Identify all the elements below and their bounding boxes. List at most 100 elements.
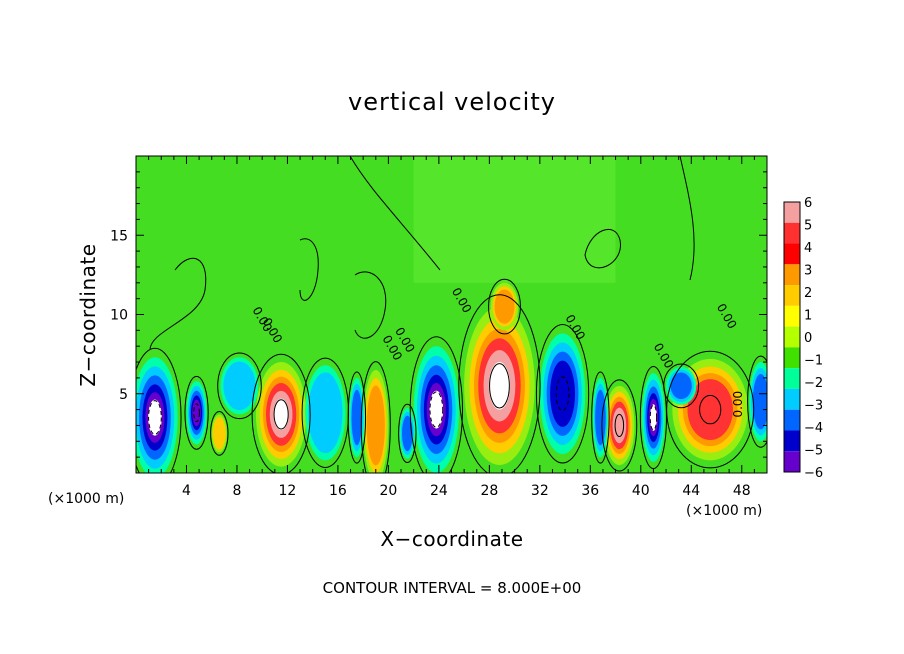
- x-axis-label-text: X−coordinate: [380, 527, 524, 551]
- downdraft-cell-9: [220, 357, 259, 415]
- updraft-cell-5: [490, 282, 519, 331]
- downdraft-cell-18: [666, 366, 697, 405]
- colorbar-label-0: 6: [804, 196, 812, 211]
- x-tick-label-4: 4: [182, 483, 191, 499]
- colorbar-swatch-11: [784, 430, 800, 452]
- updraft-cell-2: [363, 369, 389, 473]
- heatmap-upper-light-field: [413, 156, 616, 283]
- colorbar-frame: [783, 201, 801, 473]
- downdraft-cell-14: [539, 333, 586, 454]
- colorbar-swatch-3: [784, 264, 800, 286]
- contour-label-6: 0.00: [731, 391, 745, 418]
- colorbar-swatch-12: [784, 451, 800, 472]
- colorbar-swatch-9: [784, 388, 800, 410]
- downdraft-cell-10: [305, 365, 346, 461]
- colorbar-swatch-6: [784, 326, 800, 348]
- contour-line-upper-1: [679, 156, 695, 281]
- contour-line-zero-2: [360, 361, 391, 473]
- x-tick-label-48: 48: [733, 483, 751, 499]
- contour-line-zero-3: [601, 379, 638, 472]
- colorbar-swatch-4: [784, 285, 800, 306]
- x-tick-label-32: 32: [531, 483, 549, 499]
- contour-line-upper-0: [349, 156, 441, 271]
- contour-line-upper-5: [354, 271, 387, 339]
- colorbar-label-12: −6: [804, 466, 823, 481]
- downdraft-cell-11: [349, 377, 365, 458]
- updraft-cell-3: [604, 385, 635, 466]
- downdraft-cell-12: [413, 346, 460, 473]
- colorbar-label-10: −4: [804, 421, 823, 436]
- updraft-cell-1: [464, 306, 535, 466]
- contour-line-zero-6: [210, 411, 229, 456]
- colorbar-swatch-8: [784, 368, 800, 389]
- colorbar-label-6: 0: [804, 331, 812, 346]
- colorbar-label-9: −3: [804, 399, 823, 414]
- x-tick-label-36: 36: [581, 483, 599, 499]
- contour-line-core-14: [555, 376, 570, 412]
- contour-line-upper-4: [299, 238, 319, 301]
- contour-interval-note: CONTOUR INTERVAL = 8.000E+00: [322, 579, 582, 597]
- contour-line-zero-17: [747, 355, 767, 448]
- contour-line-zero-9: [217, 352, 262, 420]
- colorbar-swatch-10: [784, 409, 800, 431]
- downdraft-cell-13: [399, 408, 415, 459]
- colorbar-swatch-1: [784, 222, 800, 244]
- contour-line-zero-14: [535, 323, 590, 464]
- x-tick-label-24: 24: [430, 483, 448, 499]
- contour-line-zero-11: [347, 371, 367, 464]
- colorbar-swatch-2: [784, 243, 800, 265]
- colorbar-label-7: −1: [804, 354, 823, 369]
- downdraft-cell-15: [592, 377, 608, 458]
- contour-line-core-0: [273, 399, 289, 430]
- colorbar-label-4: 2: [804, 286, 812, 301]
- contour-line-core-8: [193, 403, 200, 423]
- x-tick-label-20: 20: [379, 483, 397, 499]
- contour-line-zero-12: [409, 336, 463, 473]
- contour-line-core-3: [614, 413, 625, 438]
- contour-line-core-7: [148, 400, 162, 435]
- contour-line-zero-7: [136, 347, 182, 473]
- colorbar-label-11: −5: [804, 444, 823, 459]
- colorbar-label-1: 5: [804, 219, 812, 234]
- downdraft-cell-8: [186, 381, 207, 445]
- downdraft-cell-17: [749, 362, 767, 442]
- updraft-cell-0: [255, 362, 307, 467]
- y-tick-label-10: 10: [110, 308, 128, 324]
- contour-line-zero-16: [639, 365, 667, 470]
- contour-line-zero-13: [398, 403, 417, 464]
- colorbar-label-3: 3: [804, 264, 812, 279]
- contour-line-upper-2: [149, 258, 207, 351]
- x-unit-right: (×1000 m): [686, 503, 763, 519]
- y-tick-label-5: 5: [119, 387, 128, 403]
- colorbar-swatch-5: [784, 305, 800, 327]
- contour-line-zero-1: [458, 294, 541, 473]
- colorbar-swatch-7: [784, 347, 800, 369]
- downdraft-cell-7: [136, 357, 178, 473]
- x-axis-label: X−coordinate: [0, 527, 904, 551]
- contour-line-zero-5: [488, 278, 521, 335]
- colorbar-label-8: −2: [804, 376, 823, 391]
- contour-line-core-12: [429, 391, 444, 428]
- x-tick-label-44: 44: [682, 483, 700, 499]
- chart-title: vertical velocity: [348, 88, 556, 116]
- y-tick-label-15: 15: [110, 228, 128, 244]
- contour-line-core-16: [649, 404, 658, 431]
- x-tick-label-28: 28: [480, 483, 498, 499]
- contour-line-zero-15: [591, 371, 610, 464]
- contour-line-zero-18: [663, 363, 700, 409]
- x-tick-label-16: 16: [329, 483, 347, 499]
- updraft-cell-6: [211, 414, 227, 453]
- contour-line-core-1: [489, 363, 510, 409]
- y-axis-label: Z−coordinate: [76, 243, 100, 387]
- contour-line-upper-3: [584, 228, 621, 269]
- x-tick-label-12: 12: [279, 483, 297, 499]
- colorbar-swatch-0: [784, 202, 800, 223]
- x-unit-left: (×1000 m): [48, 491, 125, 507]
- contour-line-zero-8: [184, 375, 209, 450]
- contour-line-core-4: [699, 394, 722, 425]
- colorbar-label-5: 1: [804, 309, 812, 324]
- x-tick-label-8: 8: [232, 483, 241, 499]
- contour-line-zero-0: [251, 353, 311, 473]
- x-tick-label-40: 40: [632, 483, 650, 499]
